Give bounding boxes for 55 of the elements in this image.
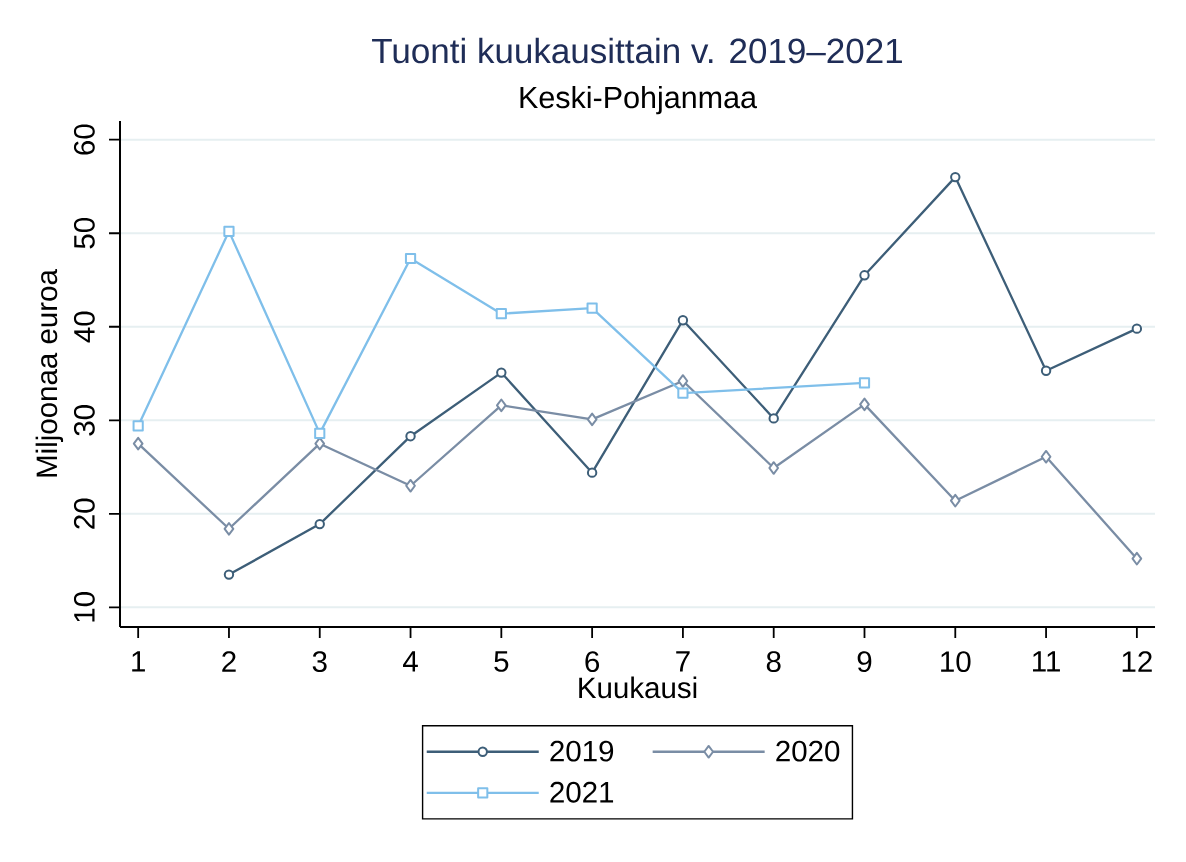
chart-subtitle: Keski-Pohjanmaa (520, 85, 757, 115)
point (858, 377, 871, 389)
point (677, 374, 689, 388)
x-tick-label: 12 (1122, 651, 1152, 672)
y-tick-label: 50 (73, 217, 95, 249)
point (404, 252, 417, 265)
point (768, 413, 779, 424)
point (132, 436, 144, 451)
point (495, 398, 507, 413)
point (223, 521, 235, 536)
y-tick-label: 40 (73, 311, 95, 343)
point (223, 569, 235, 580)
point (132, 420, 144, 432)
chart-title: Tuonti kuukausittain v. 2019–2021 (372, 37, 902, 64)
point (586, 412, 598, 427)
point (405, 478, 416, 493)
point (586, 467, 598, 478)
x-tick-label: 2 (222, 651, 236, 672)
y-tick-label: 30 (73, 405, 95, 436)
point (859, 397, 870, 412)
x-tick-label: 8 (766, 651, 781, 673)
x-axis-title: Kuukausi (579, 676, 697, 699)
point (1131, 551, 1143, 566)
y-tick-label: 60 (73, 124, 95, 155)
point (1131, 323, 1143, 334)
point (1040, 365, 1052, 376)
legend-label: 2021 (550, 781, 614, 803)
y-axis-title: Miljoonaa euroa (35, 269, 64, 477)
x-tick-label: 3 (312, 651, 327, 673)
x-tick-label: 11 (1033, 651, 1060, 672)
point (314, 518, 325, 530)
point (677, 315, 689, 326)
point (768, 461, 780, 475)
x-tick-label: 9 (857, 651, 872, 673)
x-tick-label: 4 (403, 651, 418, 672)
x-tick-label: 6 (585, 651, 600, 673)
x-tick-label: 10 (941, 651, 971, 673)
point (223, 225, 235, 237)
legend-label: 2019 (550, 740, 614, 762)
point (496, 367, 507, 378)
point (949, 493, 961, 508)
point (586, 302, 598, 314)
point (677, 387, 689, 399)
y-tick-label: 10 (73, 592, 95, 622)
point (1040, 449, 1052, 464)
point (950, 171, 961, 183)
legend-label: 2020 (776, 740, 840, 762)
x-tick-label: 7 (676, 651, 690, 672)
x-tick-label: 1 (132, 651, 145, 672)
x-tick-label: 5 (494, 651, 509, 672)
y-tick-label: 20 (73, 498, 95, 529)
point (314, 427, 326, 439)
point (859, 270, 870, 281)
point (405, 430, 416, 442)
point (495, 308, 507, 320)
